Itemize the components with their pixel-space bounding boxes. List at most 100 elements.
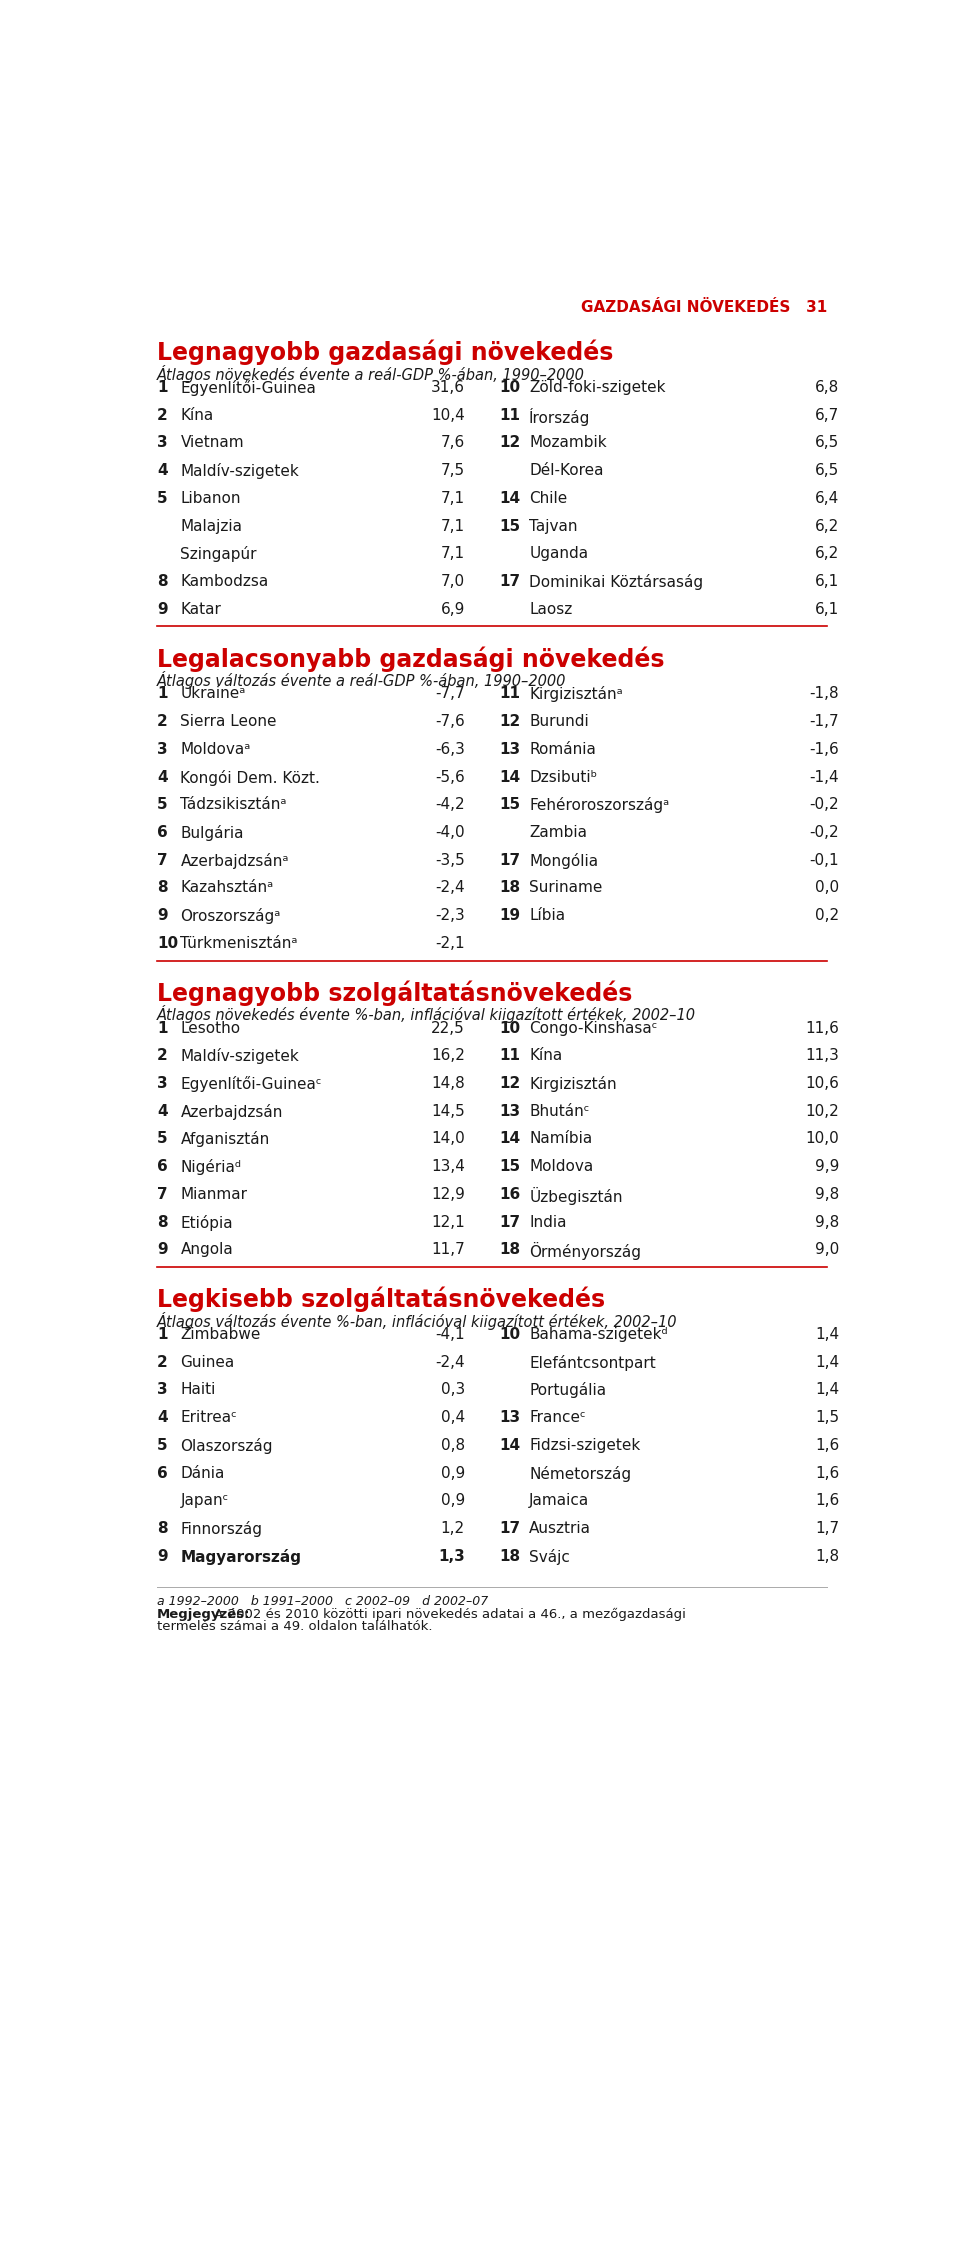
- Text: 10,0: 10,0: [805, 1132, 839, 1146]
- Text: -0,2: -0,2: [809, 798, 839, 812]
- Text: 0,0: 0,0: [815, 879, 839, 895]
- Text: Kirgizisztán: Kirgizisztán: [529, 1076, 617, 1091]
- Text: 18: 18: [500, 1549, 521, 1563]
- Text: -6,3: -6,3: [435, 742, 465, 758]
- Text: 10,6: 10,6: [805, 1076, 839, 1091]
- Text: 6,2: 6,2: [815, 519, 839, 534]
- Text: Ukraineᵃ: Ukraineᵃ: [180, 686, 246, 701]
- Text: 17: 17: [500, 1522, 521, 1536]
- Text: Japanᶜ: Japanᶜ: [180, 1493, 228, 1509]
- Text: 10,4: 10,4: [431, 408, 465, 422]
- Text: 15: 15: [500, 798, 521, 812]
- Text: 10: 10: [500, 1022, 521, 1035]
- Text: -0,2: -0,2: [809, 825, 839, 841]
- Text: Egyenlítői-Guinea: Egyenlítői-Guinea: [180, 379, 317, 397]
- Text: Megjegyzés:: Megjegyzés:: [157, 1608, 251, 1621]
- Text: 6,9: 6,9: [441, 602, 465, 616]
- Text: 3: 3: [157, 742, 168, 758]
- Text: Örményország: Örményország: [529, 1243, 641, 1261]
- Text: 6,7: 6,7: [815, 408, 839, 422]
- Text: Tádzsikisztánᵃ: Tádzsikisztánᵃ: [180, 798, 287, 812]
- Text: -7,6: -7,6: [435, 715, 465, 728]
- Text: 0,3: 0,3: [441, 1382, 465, 1398]
- Text: Laosz: Laosz: [529, 602, 572, 616]
- Text: Franceᶜ: Franceᶜ: [529, 1409, 586, 1425]
- Text: 1,4: 1,4: [815, 1355, 839, 1369]
- Text: 0,9: 0,9: [441, 1493, 465, 1509]
- Text: 12: 12: [500, 715, 521, 728]
- Text: 9: 9: [157, 909, 168, 922]
- Text: Dél-Korea: Dél-Korea: [529, 462, 604, 478]
- Text: 2: 2: [157, 715, 168, 728]
- Text: -2,3: -2,3: [435, 909, 465, 922]
- Text: Bahama-szigetekᵈ: Bahama-szigetekᵈ: [529, 1326, 668, 1342]
- Text: 13: 13: [500, 742, 521, 758]
- Text: 11,7: 11,7: [431, 1243, 465, 1258]
- Text: 8: 8: [157, 1522, 168, 1536]
- Text: Etiópia: Etiópia: [180, 1215, 233, 1231]
- Text: Egyenlítői-Guineaᶜ: Egyenlítői-Guineaᶜ: [180, 1076, 322, 1091]
- Text: 10,2: 10,2: [805, 1103, 839, 1118]
- Text: A 2002 és 2010 közötti ipari növekedés adatai a 46., a mezőgazdasági: A 2002 és 2010 közötti ipari növekedés a…: [210, 1608, 685, 1621]
- Text: 31,6: 31,6: [431, 379, 465, 395]
- Text: 7: 7: [157, 852, 168, 868]
- Text: 14,0: 14,0: [431, 1132, 465, 1146]
- Text: Mianmar: Mianmar: [180, 1186, 248, 1202]
- Text: 6: 6: [157, 1159, 168, 1175]
- Text: a 1992–2000   b 1991–2000   c 2002–09   d 2002–07: a 1992–2000 b 1991–2000 c 2002–09 d 2002…: [157, 1594, 489, 1608]
- Text: 13: 13: [500, 1409, 521, 1425]
- Text: Átlagos változás évente a reál-GDP %-ában, 1990–2000: Átlagos változás évente a reál-GDP %-ába…: [157, 672, 566, 690]
- Text: 11: 11: [500, 1049, 520, 1064]
- Text: 10: 10: [500, 1326, 521, 1342]
- Text: Maldív-szigetek: Maldív-szigetek: [180, 462, 300, 478]
- Text: Vietnam: Vietnam: [180, 435, 244, 451]
- Text: 14: 14: [500, 769, 521, 785]
- Text: 1,5: 1,5: [815, 1409, 839, 1425]
- Text: 0,2: 0,2: [815, 909, 839, 922]
- Text: Legalacsonyabb gazdasági növekedés: Legalacsonyabb gazdasági növekedés: [157, 647, 664, 672]
- Text: 1: 1: [157, 379, 168, 395]
- Text: 1,6: 1,6: [815, 1439, 839, 1452]
- Text: Oroszországᵃ: Oroszországᵃ: [180, 909, 281, 925]
- Text: Angola: Angola: [180, 1243, 233, 1258]
- Text: 7,1: 7,1: [441, 492, 465, 505]
- Text: 17: 17: [500, 1215, 521, 1229]
- Text: 1,7: 1,7: [815, 1522, 839, 1536]
- Text: Mozambik: Mozambik: [529, 435, 607, 451]
- Text: Írország: Írország: [529, 408, 590, 426]
- Text: Finnország: Finnország: [180, 1522, 262, 1538]
- Text: 17: 17: [500, 575, 521, 589]
- Text: Zambia: Zambia: [529, 825, 588, 841]
- Text: 18: 18: [500, 1243, 521, 1258]
- Text: 9,9: 9,9: [815, 1159, 839, 1175]
- Text: Zöld-foki-szigetek: Zöld-foki-szigetek: [529, 379, 665, 395]
- Text: Katar: Katar: [180, 602, 222, 616]
- Text: 7,0: 7,0: [441, 575, 465, 589]
- Text: 0,8: 0,8: [441, 1439, 465, 1452]
- Text: 14,5: 14,5: [431, 1103, 465, 1118]
- Text: 11: 11: [500, 408, 520, 422]
- Text: Nigériaᵈ: Nigériaᵈ: [180, 1159, 242, 1175]
- Text: 1,4: 1,4: [815, 1326, 839, 1342]
- Text: 9,0: 9,0: [815, 1243, 839, 1258]
- Text: 10: 10: [157, 936, 179, 952]
- Text: 12: 12: [500, 1076, 521, 1091]
- Text: 3: 3: [157, 435, 168, 451]
- Text: 7,1: 7,1: [441, 546, 465, 561]
- Text: Eritreaᶜ: Eritreaᶜ: [180, 1409, 237, 1425]
- Text: 11,6: 11,6: [805, 1022, 839, 1035]
- Text: -0,1: -0,1: [809, 852, 839, 868]
- Text: Üzbegisztán: Üzbegisztán: [529, 1186, 623, 1204]
- Text: 1,6: 1,6: [815, 1493, 839, 1509]
- Text: 8: 8: [157, 1215, 168, 1229]
- Text: 15: 15: [500, 519, 521, 534]
- Text: Moldovaᵃ: Moldovaᵃ: [180, 742, 251, 758]
- Text: -2,4: -2,4: [435, 1355, 465, 1369]
- Text: 19: 19: [500, 909, 521, 922]
- Text: 14: 14: [500, 1132, 521, 1146]
- Text: Lesotho: Lesotho: [180, 1022, 241, 1035]
- Text: 6: 6: [157, 825, 168, 841]
- Text: Zimbabwe: Zimbabwe: [180, 1326, 261, 1342]
- Text: 13: 13: [500, 1103, 521, 1118]
- Text: 1: 1: [157, 1022, 168, 1035]
